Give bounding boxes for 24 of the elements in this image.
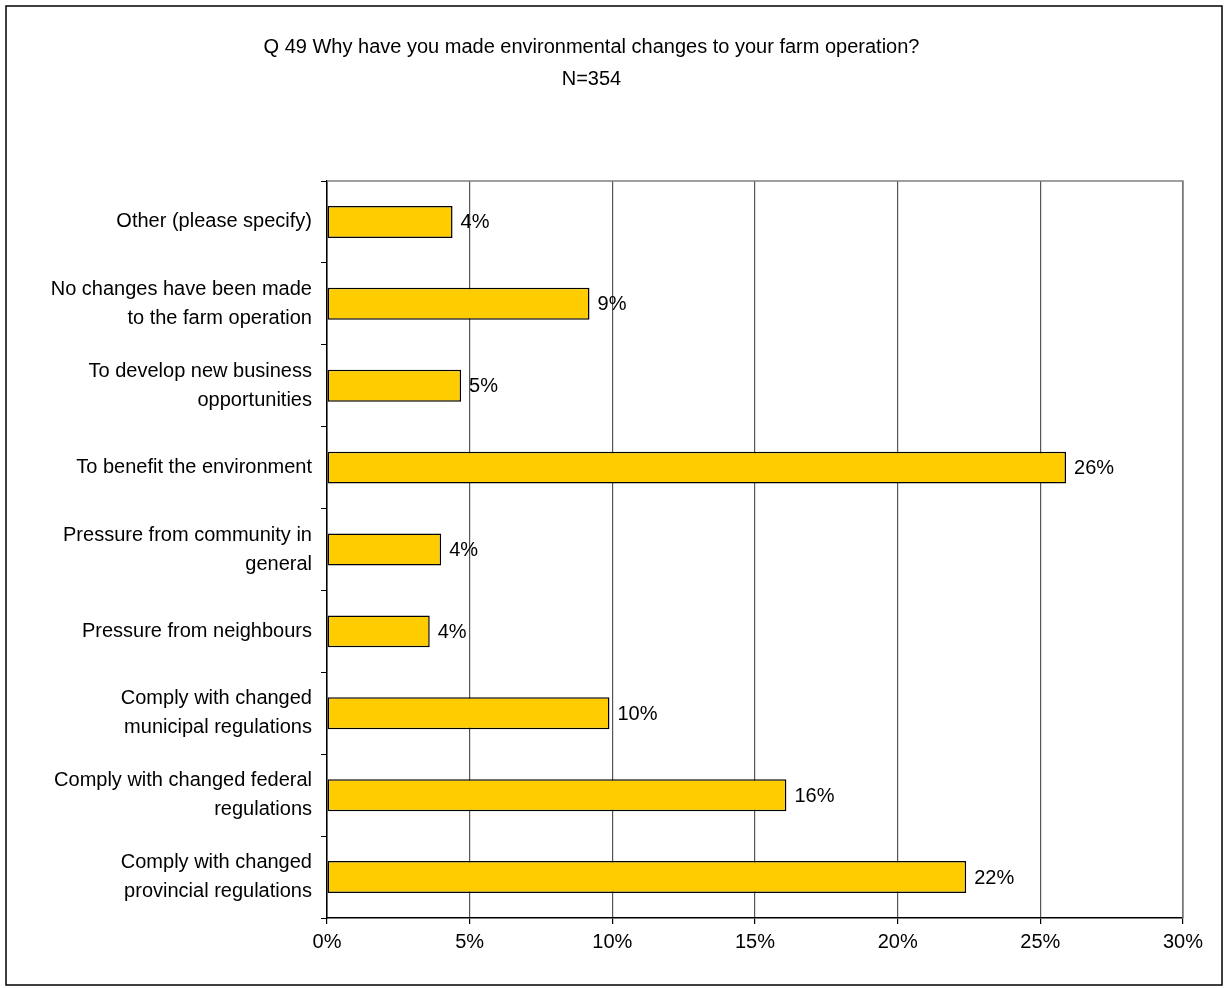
y-tick-label: To develop new business opportunities	[88, 358, 312, 410]
data-label: 26%	[1074, 456, 1115, 479]
y-tick-label: Pressure from community in general	[63, 522, 312, 574]
data-label: 5%	[469, 374, 499, 397]
x-tick-label: 15%	[734, 929, 776, 952]
y-tick-label: Pressure from neighbours	[81, 618, 312, 641]
chart-title: Q 49 Why have you made environmental changes to your farm operation?	[263, 34, 920, 57]
x-tick-label: 5%	[455, 929, 485, 952]
y-tick-label: Comply with changed provincial regulations	[120, 850, 312, 902]
y-tick-label: To benefit the environment	[76, 455, 313, 478]
y-tick-label: No changes have been made to the farm operation	[50, 276, 312, 328]
x-tick-label: 30%	[1162, 929, 1204, 952]
y-tick-label: Comply with changed municipal regulations	[120, 686, 312, 738]
x-tick-label: 0%	[312, 929, 342, 952]
x-tick-label: 20%	[877, 929, 918, 952]
x-tick-label: 10%	[592, 929, 633, 952]
y-tick-label: Comply with changed federal regulations	[54, 768, 312, 820]
data-label: 4%	[437, 619, 467, 642]
x-tick-label: 25%	[1020, 929, 1061, 952]
data-label: 16%	[794, 783, 835, 806]
y-tick-label: Other (please specify)	[116, 209, 312, 232]
data-label: 22%	[974, 865, 1015, 888]
chart-subtitle: N=354	[561, 66, 622, 89]
data-label: 10%	[617, 701, 658, 724]
